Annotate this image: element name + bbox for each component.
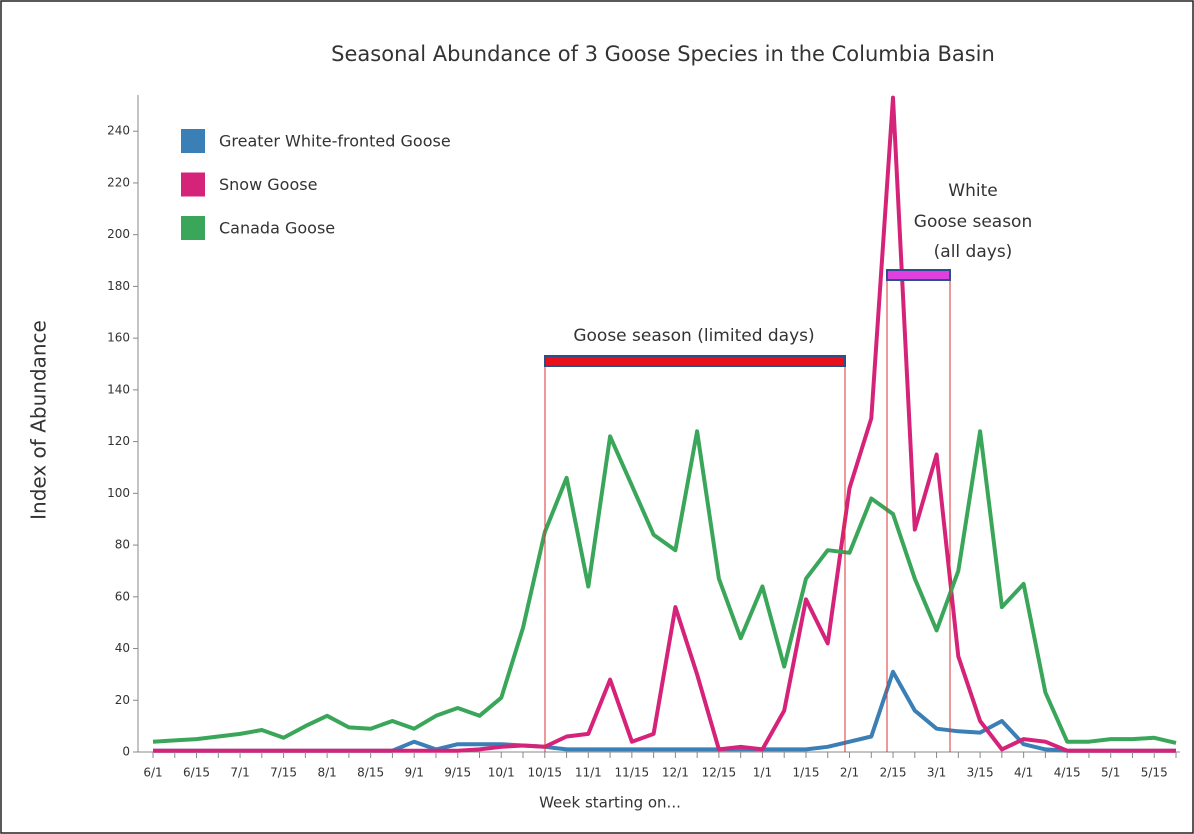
season-markers <box>544 269 951 752</box>
legend-label: Canada Goose <box>219 219 335 238</box>
y-tick-label: 200 <box>107 227 130 241</box>
y-tick-label: 180 <box>107 279 130 293</box>
x-tick-label: 7/1 <box>230 766 249 780</box>
x-tick-label: 2/15 <box>880 766 907 780</box>
x-tick-label: 9/1 <box>405 766 424 780</box>
y-tick-label: 80 <box>115 538 130 552</box>
x-tick-label: 3/15 <box>967 766 994 780</box>
y-tick-label: 140 <box>107 382 130 396</box>
y-tick-label: 20 <box>115 693 130 707</box>
y-tick-label: 220 <box>107 175 130 189</box>
y-tick-label: 0 <box>122 745 130 759</box>
x-tick-label: 6/15 <box>183 766 210 780</box>
annotation: Goose season (limited days) <box>573 326 814 346</box>
x-tick-label: 9/15 <box>444 766 471 780</box>
legend-swatch <box>181 129 205 153</box>
legend-label: Snow Goose <box>219 175 317 194</box>
x-tick-label: 5/15 <box>1141 766 1168 780</box>
y-tick-label: 240 <box>107 124 130 138</box>
x-tick-label: 11/15 <box>615 766 650 780</box>
y-tick-label: 160 <box>107 331 130 345</box>
x-tick-label: 2/1 <box>840 766 859 780</box>
x-tick-label: 11/1 <box>575 766 602 780</box>
series-line <box>152 429 1177 745</box>
chart-title: Seasonal Abundance of 3 Goose Species in… <box>331 42 995 66</box>
annotation: Goose season <box>914 212 1032 232</box>
x-tick-label: 8/15 <box>357 766 384 780</box>
x-tick-label: 10/1 <box>488 766 515 780</box>
x-tick-label: 12/15 <box>702 766 737 780</box>
y-tick-label: 60 <box>115 589 130 603</box>
x-tick-label: 1/1 <box>753 766 772 780</box>
legend-label: Greater White-fronted Goose <box>219 132 451 151</box>
x-tick-label: 3/1 <box>927 766 946 780</box>
y-tick-label: 120 <box>107 434 130 448</box>
y-axis-label: Index of Abundance <box>27 320 51 520</box>
annotation: White <box>948 181 997 201</box>
plot-area <box>152 95 1177 753</box>
x-tick-label: 7/15 <box>270 766 297 780</box>
x-tick-label: 5/1 <box>1101 766 1120 780</box>
x-tick-label: 1/15 <box>793 766 820 780</box>
series-line <box>153 95 1176 753</box>
annotation: (all days) <box>934 242 1013 262</box>
x-axis-label: Week starting on... <box>539 794 681 812</box>
x-tick-label: 6/1 <box>143 766 162 780</box>
x-tick-label: 12/1 <box>662 766 689 780</box>
season-bar <box>544 355 846 367</box>
x-tick-label: 4/15 <box>1054 766 1081 780</box>
x-tick-label: 10/15 <box>527 766 562 780</box>
legend-swatch <box>181 172 205 197</box>
y-tick-label: 40 <box>115 641 130 655</box>
x-tick-label: 8/1 <box>317 766 336 780</box>
x-tick-label: 4/1 <box>1014 766 1033 780</box>
legend-swatch <box>181 216 205 240</box>
season-bar <box>886 269 951 281</box>
y-tick-label: 100 <box>107 486 130 500</box>
